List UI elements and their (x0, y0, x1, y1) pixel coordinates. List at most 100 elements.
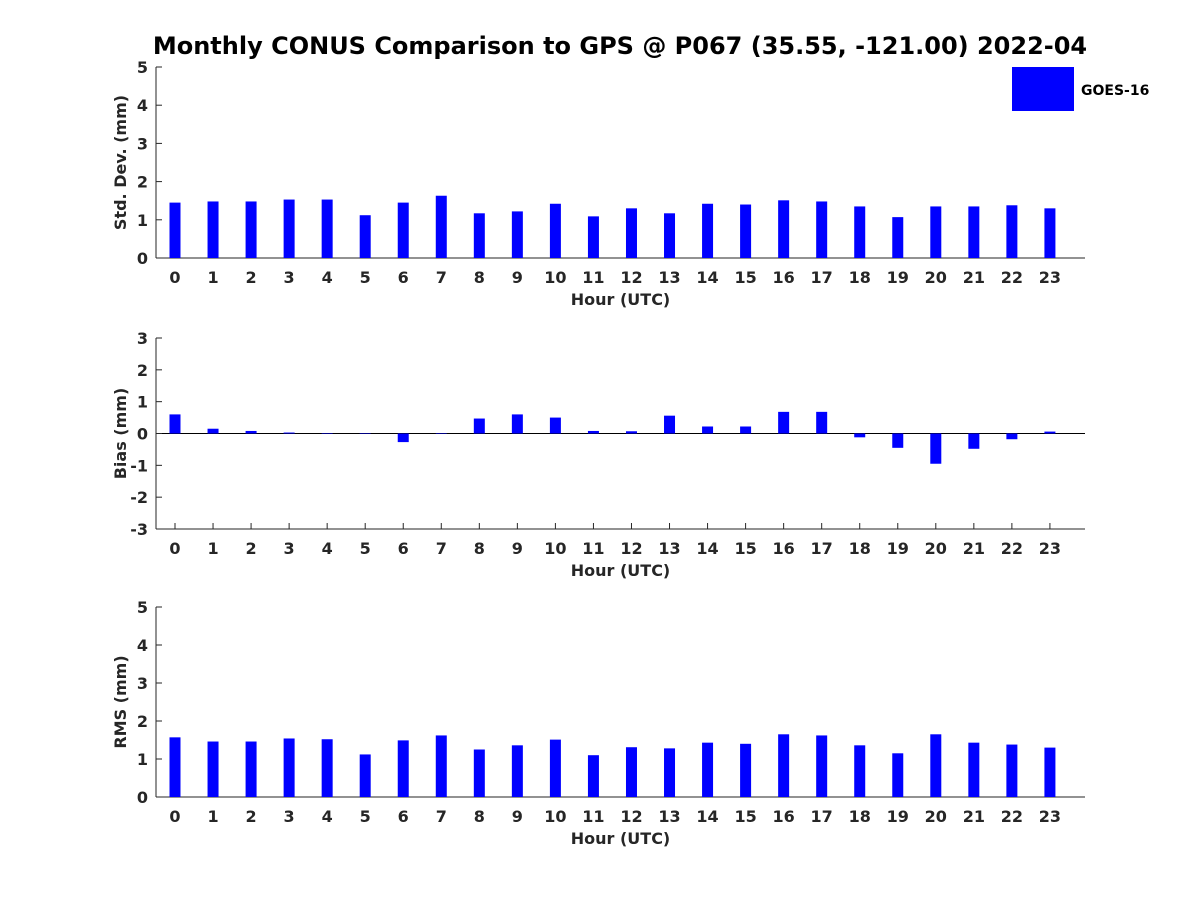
x-tick-label: 18 (849, 268, 871, 287)
x-tick-label: 23 (1039, 539, 1061, 558)
x-tick-label: 15 (734, 268, 756, 287)
bar-hour-21 (968, 742, 980, 797)
bar-hour-20 (930, 734, 942, 797)
bar-hour-21 (968, 206, 980, 258)
x-tick-label: 9 (512, 807, 523, 826)
x-tick-label: 4 (322, 268, 333, 287)
x-tick-label: 2 (246, 807, 257, 826)
x-tick-label: 1 (207, 807, 218, 826)
bar-hour-22 (1006, 205, 1018, 258)
x-tick-label: 21 (963, 539, 985, 558)
y-tick-label: 5 (137, 598, 148, 617)
bar-hour-2 (245, 741, 257, 797)
bar-hour-20 (930, 206, 942, 258)
x-tick-label: 19 (887, 807, 909, 826)
bar-hour-11 (587, 430, 599, 434)
x-tick-label: 0 (169, 539, 180, 558)
x-axis-label: Hour (UTC) (571, 561, 671, 580)
x-tick-label: 14 (696, 539, 718, 558)
y-tick-label: 4 (137, 636, 148, 655)
legend-swatch (1012, 67, 1074, 111)
x-tick-label: 2 (246, 268, 257, 287)
x-tick-label: 21 (963, 268, 985, 287)
x-tick-label: 4 (322, 807, 333, 826)
bar-hour-13 (664, 213, 676, 258)
bar-hour-20 (930, 433, 942, 464)
bar-hour-17 (816, 411, 828, 434)
y-tick-label: 0 (137, 425, 148, 444)
x-tick-label: 11 (582, 539, 604, 558)
y-axis-label: Std. Dev. (mm) (111, 95, 130, 230)
bar-hour-8 (473, 749, 485, 797)
bar-hour-22 (1006, 433, 1018, 440)
legend-label: GOES-16 (1081, 83, 1149, 99)
x-tick-label: 12 (620, 268, 642, 287)
x-tick-label: 15 (734, 807, 756, 826)
x-tick-label: 22 (1001, 268, 1023, 287)
y-axis-label: RMS (mm) (111, 655, 130, 748)
bar-hour-19 (892, 217, 904, 258)
x-axis-label: Hour (UTC) (571, 290, 671, 309)
x-tick-label: 1 (207, 539, 218, 558)
x-axis-label: Hour (UTC) (571, 829, 671, 848)
x-tick-label: 1 (207, 268, 218, 287)
x-tick-label: 10 (544, 807, 566, 826)
bar-hour-18 (854, 745, 866, 797)
bar-hour-14 (702, 426, 714, 434)
x-tick-label: 23 (1039, 807, 1061, 826)
bar-hour-17 (816, 201, 828, 258)
x-tick-label: 5 (360, 807, 371, 826)
bar-hour-12 (625, 431, 637, 434)
bar-hour-9 (511, 414, 523, 434)
x-tick-label: 13 (658, 807, 680, 826)
bar-hour-16 (778, 734, 790, 797)
chart-title: Monthly CONUS Comparison to GPS @ P067 (… (153, 32, 1087, 60)
bar-hour-5 (359, 754, 371, 797)
bar-hour-11 (587, 755, 599, 797)
y-tick-label: 1 (137, 750, 148, 769)
bar-hour-2 (245, 430, 257, 434)
bar-hour-23 (1044, 747, 1056, 797)
y-axis-label: Bias (mm) (111, 388, 130, 480)
x-tick-label: 10 (544, 539, 566, 558)
bar-hour-9 (511, 211, 523, 258)
bar-hour-14 (702, 203, 714, 258)
bar-hour-5 (359, 433, 371, 434)
bar-hour-2 (245, 201, 257, 258)
bar-hour-15 (740, 204, 752, 258)
y-tick-label: 0 (137, 788, 148, 807)
bar-hour-18 (854, 433, 866, 438)
x-tick-label: 7 (436, 807, 447, 826)
bar-hour-15 (740, 426, 752, 434)
y-tick-label: 2 (137, 361, 148, 380)
x-tick-label: 9 (512, 268, 523, 287)
x-tick-label: 6 (398, 807, 409, 826)
bar-hour-23 (1044, 208, 1056, 258)
bar-hour-3 (283, 199, 295, 258)
x-tick-label: 17 (811, 539, 833, 558)
y-tick-label: 3 (137, 329, 148, 348)
bar-hour-6 (397, 433, 409, 443)
bar-hour-16 (778, 411, 790, 434)
x-tick-label: 15 (734, 539, 756, 558)
bar-hour-7 (435, 433, 447, 434)
bar-hour-0 (169, 202, 181, 258)
x-tick-label: 20 (925, 268, 947, 287)
x-tick-label: 16 (773, 539, 795, 558)
x-tick-label: 18 (849, 539, 871, 558)
bar-hour-23 (1044, 431, 1056, 434)
bar-hour-1 (207, 201, 219, 258)
bar-hour-7 (435, 195, 447, 258)
y-tick-label: 0 (137, 249, 148, 268)
bar-hour-18 (854, 206, 866, 258)
x-tick-label: 8 (474, 539, 485, 558)
bar-hour-7 (435, 735, 447, 797)
bar-hour-19 (892, 433, 904, 448)
bar-hour-16 (778, 200, 790, 258)
bar-hour-13 (664, 415, 676, 434)
x-tick-label: 12 (620, 807, 642, 826)
x-tick-label: 12 (620, 539, 642, 558)
bar-hour-0 (169, 414, 181, 434)
y-tick-label: -3 (130, 520, 148, 539)
